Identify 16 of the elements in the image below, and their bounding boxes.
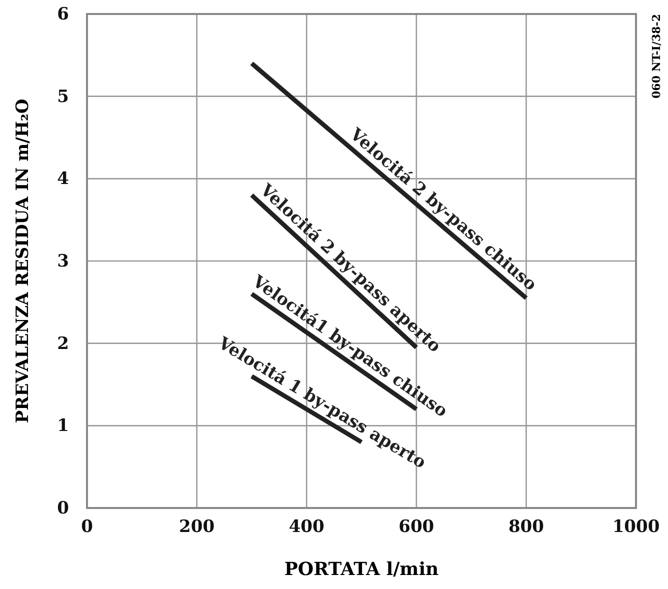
y-tick-label: 5 xyxy=(57,86,69,107)
y-tick-label: 2 xyxy=(57,334,69,354)
text: 060 NT-I/38-2 xyxy=(650,14,663,98)
y-tick-label: 0 xyxy=(57,498,70,518)
x-tick-label: 600 xyxy=(398,517,434,538)
x-tick-label: 0 xyxy=(81,517,94,538)
y-tick-label: 6 xyxy=(57,4,69,24)
y-tick-label: 1 xyxy=(57,416,69,436)
x-tick-label: 400 xyxy=(288,517,325,538)
x-tick-label: 800 xyxy=(508,517,544,538)
y-axis-title: PREVALENZA RESIDUA IN m/H₂O xyxy=(13,98,33,424)
y-tick-label: 4 xyxy=(57,169,70,190)
x-axis-title: PORTATA l/min xyxy=(284,559,439,580)
x-tick-label: 1000 xyxy=(612,517,660,538)
x-tick-label: 200 xyxy=(179,517,215,538)
y-tick-label: 3 xyxy=(57,251,69,272)
